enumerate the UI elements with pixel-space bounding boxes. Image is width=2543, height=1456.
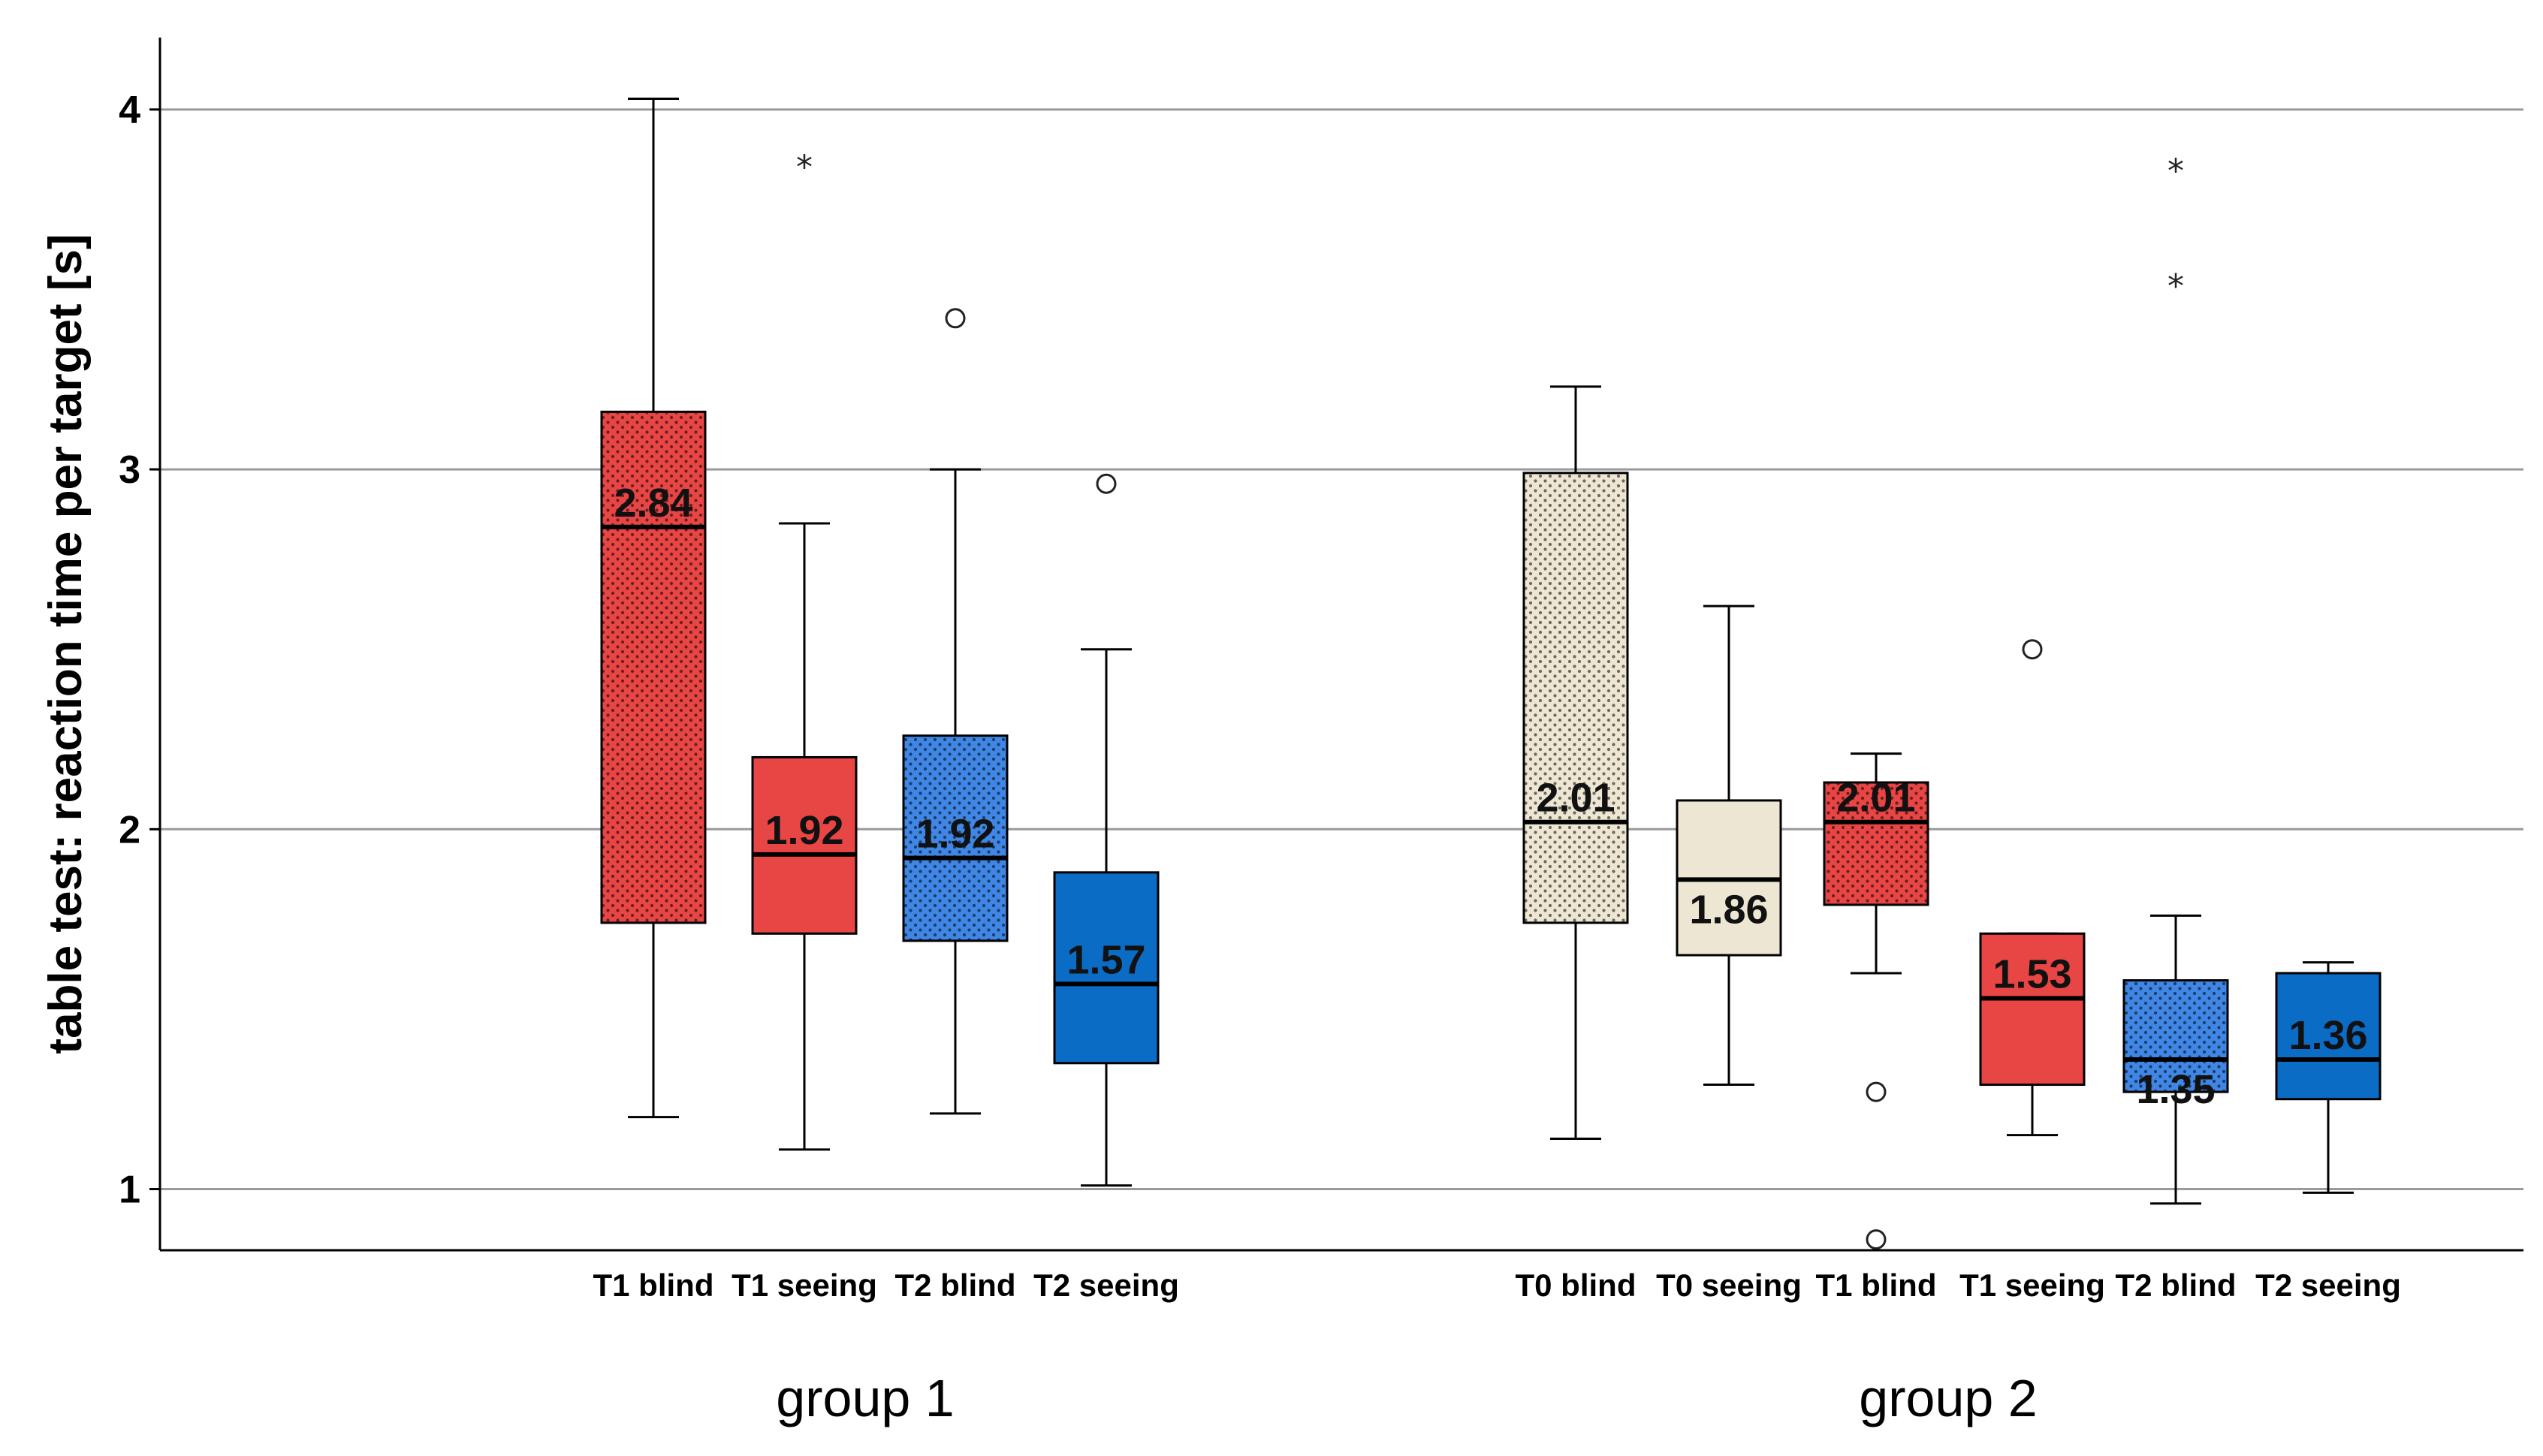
- group-label: group 1: [776, 1369, 954, 1427]
- box-2-2: 1.86: [1676, 604, 1782, 1087]
- box-outline: [1522, 472, 1629, 924]
- x-category-label: T0 blind: [1516, 1268, 1637, 1303]
- box-outline: [2275, 972, 2382, 1101]
- median-label: 1.36: [2288, 1013, 2367, 1058]
- x-category-label: T2 blind: [895, 1268, 1016, 1303]
- y-tick-label-1: 1: [119, 1168, 140, 1212]
- box-1-1: 2.84: [600, 97, 707, 1119]
- box-outline: [902, 734, 1009, 942]
- box-2-4: 1.53: [1979, 639, 2086, 1137]
- y-axis-title: table test: reaction time per target [s]: [40, 234, 92, 1054]
- box-body: [1980, 933, 2084, 1085]
- median-label: 1.53: [1992, 952, 2071, 997]
- x-category-label: T1 seeing: [1959, 1268, 2105, 1303]
- x-category-label: T1 seeing: [732, 1268, 877, 1303]
- y-tick-label-3: 3: [119, 448, 140, 492]
- x-category-label: T2 blind: [2116, 1268, 2237, 1303]
- box-body: [1054, 872, 1158, 1063]
- box-pattern: [903, 735, 1007, 941]
- box-outline: [1979, 932, 2086, 1087]
- labels: table test: reaction time per target [s]…: [40, 89, 2401, 1427]
- median-label: 1.86: [1689, 887, 1768, 932]
- median-label: 1.92: [916, 812, 994, 857]
- y-tick-label-4: 4: [119, 89, 140, 132]
- box-outline: [751, 755, 858, 935]
- box-pattern: [1824, 782, 1928, 905]
- median-label: 2.01: [1536, 776, 1615, 821]
- outlier-point: [1866, 1081, 1887, 1102]
- box-body: [753, 757, 856, 934]
- box-2-3: 2.01: [1823, 752, 1929, 1250]
- extreme-point: *: [2167, 267, 2184, 306]
- y-tick-label-2: 2: [119, 808, 140, 852]
- median-label: 1.92: [765, 808, 843, 853]
- box-2-5: 1.35 * *: [2122, 152, 2229, 1205]
- boxes: 2.841.92*1.921.572.011.862.011.531.35**1…: [600, 97, 2382, 1250]
- group-label: group 2: [1859, 1369, 2037, 1427]
- box-outline: [1823, 781, 1929, 906]
- box-2-1: 2.01: [1522, 385, 1629, 1140]
- extreme-point: *: [796, 149, 813, 187]
- x-category-label: T2 seeing: [1033, 1268, 1179, 1303]
- extreme-point: *: [2167, 152, 2184, 191]
- box-outline: [2122, 979, 2229, 1093]
- x-category-label: T1 blind: [593, 1268, 714, 1303]
- median-label: 1.57: [1066, 937, 1145, 982]
- median-label: 2.84: [614, 481, 692, 526]
- x-category-label: T1 blind: [1816, 1268, 1937, 1303]
- box-pattern: [1524, 472, 1627, 923]
- median-label: 2.01: [1836, 776, 1915, 821]
- outlier-point: [1866, 1229, 1887, 1250]
- box-outline: [600, 410, 707, 924]
- box-2-6: 1.36: [2275, 961, 2382, 1194]
- axes: [149, 38, 2523, 1252]
- outlier-point: [945, 308, 966, 329]
- box-1-4: 1.57: [1053, 473, 1160, 1187]
- gridlines: [160, 108, 2523, 1191]
- box-1-3: 1.92: [902, 308, 1009, 1115]
- box-pattern: [2124, 980, 2228, 1093]
- outlier-point: [1096, 473, 1117, 494]
- median-label: 1.35: [2136, 1067, 2215, 1112]
- outlier-point: [2022, 639, 2043, 660]
- box-body: [2276, 972, 2380, 1099]
- x-category-label: T2 seeing: [2255, 1268, 2401, 1303]
- x-category-label: T0 seeing: [1656, 1268, 1802, 1303]
- box-outline: [1053, 871, 1160, 1065]
- box-1-2: 1.92 *: [751, 149, 858, 1151]
- box-pattern: [602, 411, 705, 923]
